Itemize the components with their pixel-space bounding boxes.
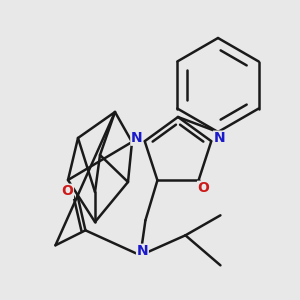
Text: N: N — [131, 131, 142, 145]
Text: O: O — [198, 181, 209, 195]
Text: O: O — [61, 184, 74, 198]
Text: N: N — [214, 131, 225, 145]
Text: N: N — [136, 244, 148, 258]
